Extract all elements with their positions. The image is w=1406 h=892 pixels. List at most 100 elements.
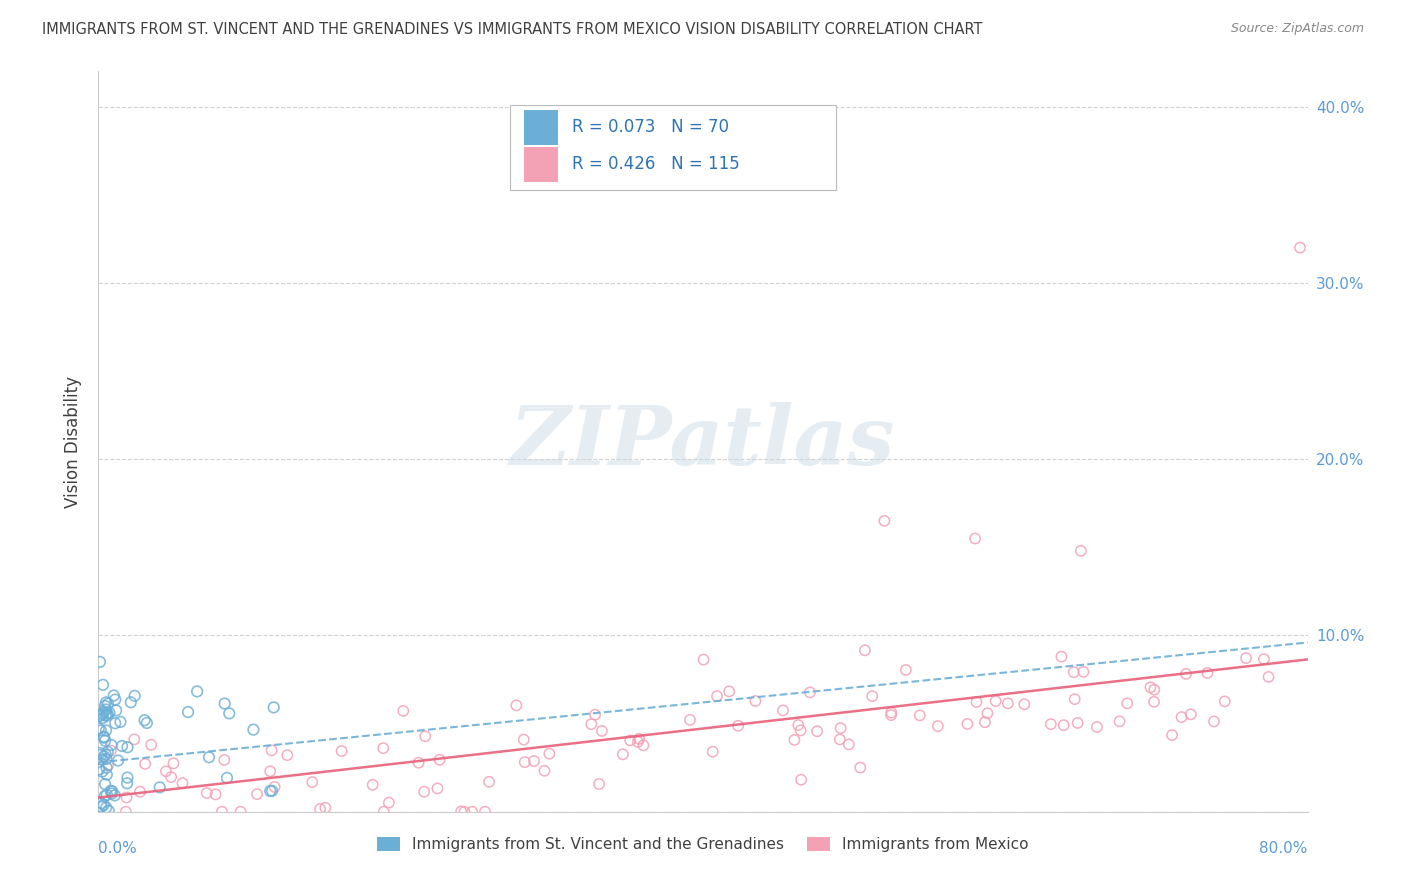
Point — [91, 678, 114, 692]
Point — [97, 804, 120, 818]
Point — [744, 694, 766, 708]
Point — [115, 790, 138, 805]
Point — [1116, 696, 1139, 710]
Point — [260, 784, 283, 798]
Point — [679, 713, 702, 727]
Point — [204, 788, 226, 802]
Point — [195, 786, 218, 800]
Legend: Immigrants from St. Vincent and the Grenadines, Immigrants from Mexico: Immigrants from St. Vincent and the Gren… — [377, 837, 1029, 852]
Point — [94, 708, 117, 723]
Point — [1085, 720, 1108, 734]
Point — [229, 805, 252, 819]
Point — [787, 718, 810, 732]
Point — [246, 787, 269, 801]
Point — [1050, 649, 1073, 664]
Point — [100, 738, 122, 752]
Point — [93, 797, 115, 812]
Point — [974, 715, 997, 730]
Point — [98, 706, 121, 720]
Point — [633, 739, 655, 753]
Point — [90, 707, 112, 722]
Text: ZIPatlas: ZIPatlas — [510, 401, 896, 482]
Point — [314, 801, 336, 815]
Point — [94, 777, 117, 791]
Point — [114, 805, 136, 819]
Point — [1063, 665, 1085, 680]
Point — [215, 771, 238, 785]
Point — [538, 747, 561, 761]
Point — [124, 689, 146, 703]
Point — [692, 652, 714, 666]
Point — [908, 708, 931, 723]
Point — [927, 719, 949, 733]
Point — [111, 739, 134, 753]
Point — [94, 698, 117, 713]
Text: IMMIGRANTS FROM ST. VINCENT AND THE GRENADINES VS IMMIGRANTS FROM MEXICO VISION : IMMIGRANTS FROM ST. VINCENT AND THE GREN… — [42, 22, 983, 37]
Point — [276, 748, 298, 763]
Point — [91, 764, 114, 779]
Point — [1289, 241, 1312, 255]
Point — [259, 764, 281, 779]
Point — [1053, 718, 1076, 732]
Point — [90, 796, 112, 810]
Text: R = 0.073   N = 70: R = 0.073 N = 70 — [572, 118, 730, 136]
Point — [120, 695, 142, 709]
Point — [96, 706, 118, 721]
Point — [627, 735, 650, 749]
Point — [117, 771, 139, 785]
Point — [91, 753, 114, 767]
Point — [984, 694, 1007, 708]
Point — [1257, 670, 1279, 684]
Point — [361, 778, 384, 792]
Point — [259, 784, 281, 798]
Point — [581, 717, 603, 731]
Point — [93, 731, 115, 745]
Point — [97, 697, 120, 711]
FancyBboxPatch shape — [509, 104, 837, 190]
Point — [478, 774, 501, 789]
Point — [100, 743, 122, 757]
Point — [965, 532, 987, 546]
Point — [413, 785, 436, 799]
Point — [1180, 707, 1202, 722]
Point — [149, 780, 172, 795]
Point — [619, 733, 641, 747]
Point — [124, 732, 146, 747]
Point — [104, 716, 127, 731]
Point — [141, 738, 163, 752]
Point — [115, 776, 138, 790]
Text: R = 0.426   N = 115: R = 0.426 N = 115 — [572, 155, 740, 173]
Point — [96, 788, 118, 802]
Point — [117, 740, 139, 755]
Point — [1143, 695, 1166, 709]
Point — [1202, 714, 1225, 729]
Point — [330, 744, 353, 758]
Point — [94, 723, 117, 738]
Point — [89, 709, 111, 723]
Point — [588, 777, 610, 791]
Point — [894, 663, 917, 677]
Point — [97, 758, 120, 772]
Point — [1253, 652, 1275, 666]
Point — [309, 802, 332, 816]
Point — [134, 756, 156, 771]
Point — [413, 729, 436, 743]
Point — [242, 723, 264, 737]
Point — [1014, 698, 1036, 712]
Point — [880, 708, 903, 723]
Point — [453, 805, 475, 819]
Point — [263, 700, 285, 714]
Point — [1070, 544, 1092, 558]
Point — [429, 753, 451, 767]
Point — [89, 762, 111, 776]
Point — [838, 738, 860, 752]
Point — [880, 706, 903, 720]
Point — [96, 761, 118, 775]
Point — [1073, 665, 1095, 679]
Point — [426, 781, 449, 796]
Point — [806, 724, 828, 739]
Point — [1161, 728, 1184, 742]
Point — [1213, 694, 1236, 708]
Point — [505, 698, 527, 713]
Point — [198, 750, 221, 764]
